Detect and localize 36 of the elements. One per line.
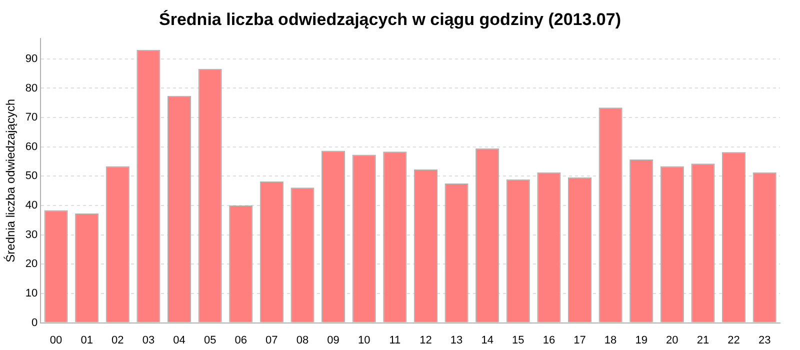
x-tick-label: 12 <box>420 334 432 346</box>
x-tick-label: 13 <box>450 334 463 346</box>
y-tick-label: 80 <box>25 82 38 94</box>
y-tick-label: 0 <box>32 316 38 329</box>
x-tick-label: 23 <box>758 334 771 346</box>
x-tick-label: 14 <box>481 334 494 346</box>
y-tick-label: 70 <box>25 112 38 124</box>
x-tick-label: 20 <box>666 334 678 346</box>
x-tick-label: 03 <box>142 334 155 346</box>
y-tick-label: 30 <box>25 228 38 241</box>
x-tick-label: 15 <box>512 334 524 346</box>
x-tick-label: 19 <box>635 334 648 346</box>
y-tick-label: 20 <box>25 258 38 270</box>
x-tick-label: 04 <box>173 334 186 346</box>
x-tick-label: 17 <box>574 334 586 346</box>
x-tick-label: 07 <box>266 334 278 346</box>
x-tick-label: 02 <box>112 334 124 346</box>
x-tick-label: 08 <box>296 334 309 346</box>
x-tick-label: 16 <box>542 334 556 346</box>
x-tick-label: 10 <box>358 334 370 346</box>
y-tick-label: 50 <box>25 170 38 182</box>
x-tick-label: 22 <box>728 334 740 346</box>
y-tick-label: 10 <box>25 288 38 300</box>
x-tick-label: 11 <box>389 334 401 346</box>
y-tick-label: 90 <box>25 52 38 65</box>
x-tick-label: 00 <box>50 334 62 346</box>
x-tick-label: 09 <box>327 334 340 346</box>
y-tick-label: 40 <box>25 200 38 212</box>
chart-title: Średnia liczba odwiedzających w ciągu godziny (2013.07) <box>159 8 621 29</box>
y-axis-title: Średnia liczba odwiedzających <box>4 98 18 262</box>
x-tick-label: 05 <box>204 334 216 346</box>
x-tick-label: 18 <box>604 334 617 346</box>
x-tick-label: 06 <box>234 334 248 346</box>
x-tick-label: 21 <box>696 334 710 346</box>
y-tick-label: 60 <box>25 140 38 153</box>
x-tick-label: 01 <box>80 334 93 346</box>
